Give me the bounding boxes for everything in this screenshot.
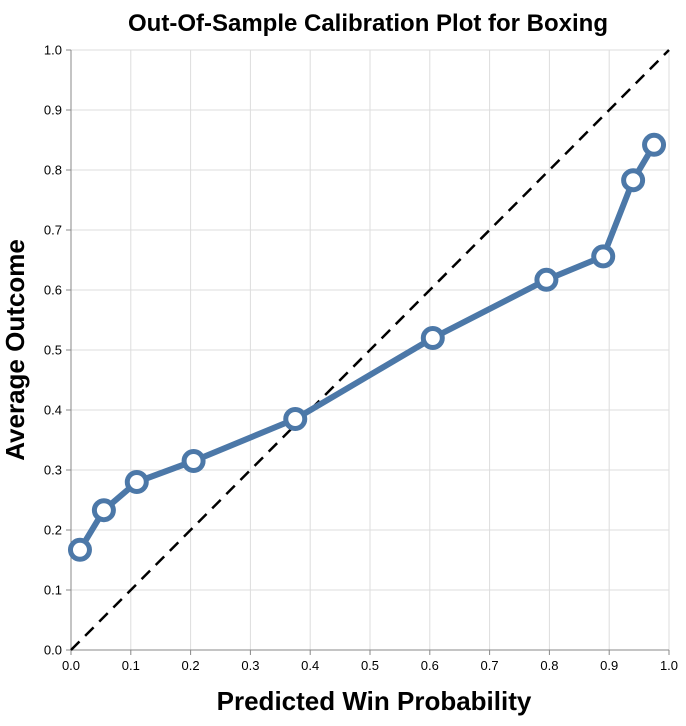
x-tick-label: 0.3 xyxy=(241,658,259,673)
x-tick-label: 0.5 xyxy=(361,658,379,673)
y-tick-label: 0.0 xyxy=(44,643,62,658)
y-tick-label: 0.8 xyxy=(44,163,62,178)
y-tick-label: 0.6 xyxy=(44,283,62,298)
data-point xyxy=(283,407,308,431)
x-tick-label: 0.0 xyxy=(62,658,80,673)
data-point xyxy=(124,470,149,494)
data-point xyxy=(534,267,559,292)
y-tick-label: 0.3 xyxy=(44,463,62,478)
data-point xyxy=(181,449,206,473)
reference-layer xyxy=(70,49,670,651)
chart-title: Out-Of-Sample Calibration Plot for Boxin… xyxy=(128,10,608,37)
data-point xyxy=(621,168,646,193)
y-tick-label: 0.5 xyxy=(44,343,62,358)
x-tick-label: 0.8 xyxy=(540,658,558,673)
x-tick-label: 0.9 xyxy=(600,658,618,673)
reference-diagonal-line xyxy=(70,49,670,651)
x-tick-label: 0.1 xyxy=(122,658,140,673)
x-tick-label: 0.6 xyxy=(421,658,439,673)
x-axis-title: Predicted Win Probability xyxy=(217,686,532,716)
series-layer xyxy=(67,132,667,562)
y-axis-title: Average Outcome xyxy=(0,239,30,461)
data-point xyxy=(420,326,445,350)
data-point xyxy=(91,498,116,523)
data-point xyxy=(67,537,92,562)
y-tick-label: 0.1 xyxy=(44,583,62,598)
y-tick-label: 0.9 xyxy=(44,103,62,118)
y-tick-label: 0.7 xyxy=(44,223,62,238)
data-point xyxy=(591,244,616,269)
series-line xyxy=(76,141,658,553)
y-tick-label: 0.2 xyxy=(44,523,62,538)
x-tick-label: 0.7 xyxy=(481,658,499,673)
y-tick-label: 1.0 xyxy=(44,43,62,58)
x-tick-label: 0.2 xyxy=(182,658,200,673)
data-point xyxy=(642,132,667,157)
y-tick-label: 0.4 xyxy=(44,403,62,418)
x-tick-label: 1.0 xyxy=(660,658,678,673)
x-tick-label: 0.4 xyxy=(301,658,319,673)
axes: 0.0 0.1 0.2 0.3 0.4 0.5 0.6 0.7 0.8 0.9 1.0 0.0 0.1 0… xyxy=(44,43,678,674)
